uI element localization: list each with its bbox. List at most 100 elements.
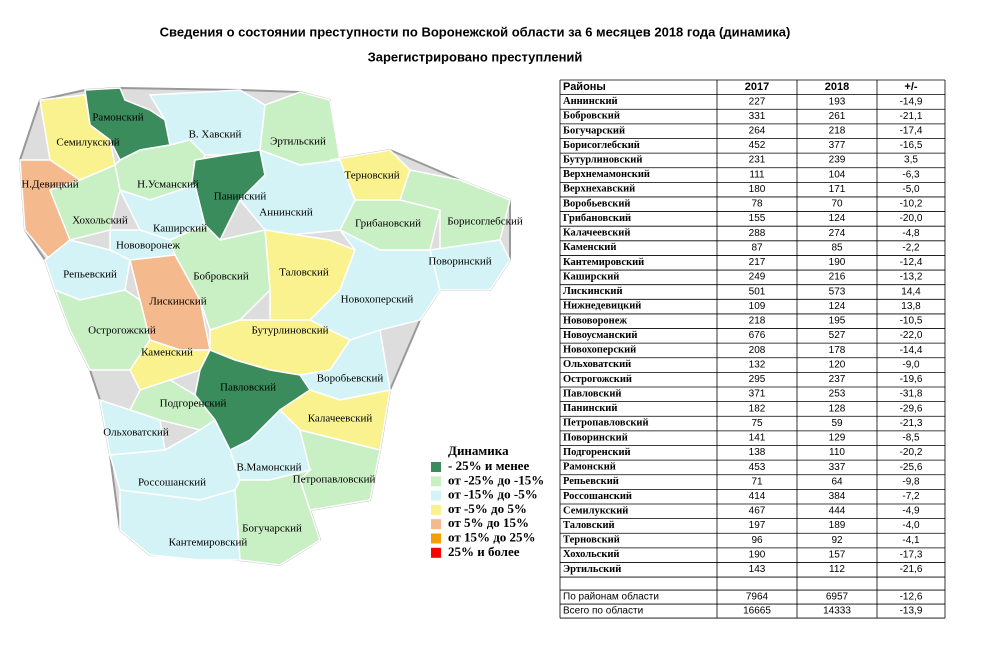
table-cell: 111: [749, 169, 765, 180]
table-cell: 573: [829, 286, 846, 297]
table-cell: 138: [749, 447, 766, 458]
table-row-name: Нижнедевицкий: [563, 301, 641, 312]
table-cell: 110: [829, 447, 845, 458]
table-cell: 453: [749, 462, 766, 473]
table-cell: -20,0: [900, 213, 923, 224]
table-cell: 92: [831, 535, 843, 546]
map: Рамонский В. Хавский Эртильский Семилукский…: [18, 86, 523, 567]
table-cell: 337: [829, 462, 846, 473]
district-label: Панинский: [214, 191, 267, 203]
district-label: Каширский: [153, 223, 207, 235]
district-label: Калачеевский: [308, 413, 373, 425]
district-label: Лискинский: [149, 296, 206, 308]
table-cell: 171: [829, 184, 846, 195]
table-row-name: Верхнехавский: [563, 184, 635, 195]
table-row-name: Павловский: [563, 388, 621, 399]
table-cell: -17,3: [900, 549, 923, 560]
table-cell: 274: [829, 228, 846, 239]
district-label: Каменский: [141, 347, 193, 359]
table-cell: -8,5: [902, 433, 920, 444]
table-cell: -4,8: [902, 228, 920, 239]
table-cell: 129: [829, 433, 846, 444]
table-cell: 237: [829, 374, 846, 385]
table-row-name: По районам области: [563, 591, 659, 603]
legend-swatch: [431, 504, 441, 515]
table-cell: 261: [829, 111, 846, 122]
table-cell: 231: [749, 155, 766, 166]
district-label: Петропавловский: [293, 474, 376, 486]
table-cell: 216: [829, 272, 846, 283]
table-cell: -21,6: [900, 564, 923, 575]
table-cell: +/-: [904, 81, 917, 93]
table-cell: -2,2: [902, 242, 920, 253]
district-label: Аннинский: [259, 207, 313, 219]
table-row-name: Хохольский: [563, 549, 619, 560]
district-label: Н.Девицкий: [21, 179, 78, 191]
table-cell: 501: [749, 286, 766, 297]
legend-label: от -15% до -5%: [448, 487, 538, 502]
table-cell: 178: [829, 345, 846, 356]
table-row-name: Грибановский: [563, 213, 631, 224]
table-cell: -25,6: [900, 462, 923, 473]
table-cell: -22,0: [900, 330, 923, 341]
legend-label: - 25% и менее: [448, 458, 529, 473]
table-row-name: Петропавловский: [563, 418, 649, 429]
district-label: Бутурлиновский: [252, 325, 329, 337]
district-label: Бобровский: [193, 271, 249, 283]
table-row-name: Каширский: [563, 271, 619, 282]
table-cell: 331: [749, 111, 766, 122]
table-cell: -10,2: [900, 199, 923, 210]
district-label: Хохольский: [72, 215, 128, 227]
table-cell: 85: [831, 242, 843, 253]
table-cell: 71: [751, 476, 763, 487]
table-cell: 180: [749, 184, 766, 195]
legend-label: от -5% до 5%: [448, 501, 527, 516]
table-cell: 14333: [823, 606, 851, 617]
table-row-name: Панинский: [563, 403, 617, 414]
district-label: Рамонский: [92, 112, 143, 124]
table-cell: 377: [829, 140, 846, 151]
table-cell: 676: [749, 330, 766, 341]
legend-label: от 5% до 15%: [448, 515, 529, 530]
table-cell: 7964: [746, 592, 769, 603]
district-label: Воробьевский: [317, 373, 384, 385]
table-cell: 128: [829, 403, 846, 414]
table-cell: -4,9: [902, 506, 920, 517]
district-label: Богучарский: [242, 523, 302, 535]
table-cell: -29,6: [900, 403, 923, 414]
district-label: Павловский: [220, 382, 276, 394]
table-row-name: Калачеевский: [563, 228, 630, 239]
district: [119, 489, 241, 561]
table-cell: 78: [751, 199, 763, 210]
table-row-name: Воробьевский: [563, 198, 630, 209]
table-cell: -4,1: [902, 535, 920, 546]
table-row-name: Каменский: [563, 242, 616, 253]
table-cell: 218: [749, 316, 766, 327]
table-cell: 217: [749, 257, 766, 268]
table-cell: -4,0: [902, 520, 920, 531]
table-row-name: Лискинский: [563, 286, 623, 297]
table-cell: 264: [749, 126, 766, 137]
legend-swatch: [431, 462, 441, 472]
table-row-name: Острогожский: [563, 374, 632, 385]
table-cell: 414: [749, 491, 766, 502]
table-row-name: Аннинский: [563, 96, 618, 107]
table-cell: 295: [749, 374, 766, 385]
table-cell: 239: [829, 155, 846, 166]
subtitle: Зарегистрировано преступлений: [368, 49, 583, 64]
table-cell: -14,9: [900, 96, 923, 107]
district-label: Семилукский: [56, 137, 119, 149]
table-cell: -6,3: [902, 169, 920, 180]
legend-swatch: [431, 519, 441, 530]
table-cell: 190: [749, 549, 766, 560]
legend-label: от 15% до 25%: [448, 529, 536, 544]
table-row-name: Таловский: [563, 520, 615, 531]
table-cell: 13,8: [901, 301, 921, 312]
district: [148, 89, 266, 156]
table-cell: -5,0: [902, 184, 920, 195]
table-cell: 112: [829, 564, 845, 575]
district: [399, 169, 511, 251]
table-cell: -21,1: [900, 111, 923, 122]
